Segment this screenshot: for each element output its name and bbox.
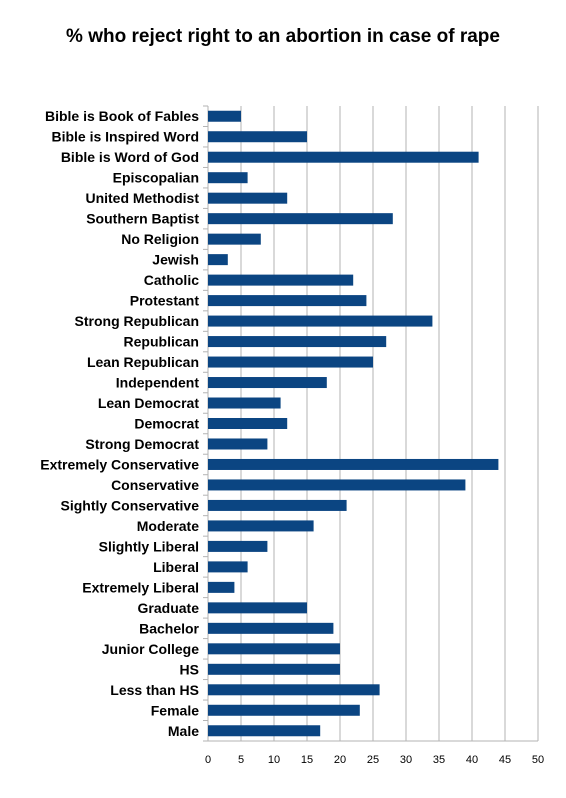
category-label-1: Bible is Inspired Word	[51, 129, 199, 145]
bar-5	[208, 213, 393, 225]
x-tick-label-3: 15	[301, 754, 313, 766]
bar-23	[208, 581, 235, 593]
bar-8	[208, 274, 354, 286]
x-tick-label-5: 25	[367, 754, 379, 766]
bar-6	[208, 233, 261, 245]
category-label-28: Less than HS	[110, 682, 199, 698]
category-label-18: Conservative	[111, 477, 199, 493]
category-label-24: Graduate	[138, 600, 200, 616]
category-label-8: Catholic	[144, 272, 199, 288]
category-label-29: Female	[151, 702, 199, 718]
category-label-21: Slightly Liberal	[99, 538, 199, 554]
bar-28	[208, 684, 380, 696]
category-label-2: Bible is Word of God	[61, 149, 199, 165]
x-tick-label-8: 40	[466, 754, 478, 766]
category-label-23: Extremely Liberal	[82, 579, 199, 595]
x-tick-label-2: 10	[268, 754, 280, 766]
category-label-15: Democrat	[134, 416, 199, 432]
category-label-4: United Methodist	[85, 190, 199, 206]
bar-10	[208, 315, 433, 327]
bar-14	[208, 397, 281, 409]
category-label-14: Lean Democrat	[98, 395, 199, 411]
category-label-22: Liberal	[153, 559, 199, 575]
category-label-5: Southern Baptist	[86, 211, 199, 227]
bar-12	[208, 356, 373, 368]
x-tick-label-7: 35	[433, 754, 445, 766]
bar-27	[208, 663, 340, 675]
bar-3	[208, 172, 248, 184]
bar-30	[208, 725, 321, 737]
bar-22	[208, 561, 248, 573]
bar-4	[208, 192, 288, 204]
bar-21	[208, 540, 268, 552]
bar-7	[208, 254, 228, 266]
category-label-10: Strong Republican	[75, 313, 199, 329]
x-tick-label-4: 20	[334, 754, 346, 766]
category-label-30: Male	[168, 723, 199, 739]
category-label-13: Independent	[116, 375, 200, 391]
category-label-25: Bachelor	[139, 620, 199, 636]
bar-2	[208, 151, 479, 163]
bar-24	[208, 602, 307, 614]
category-label-6: No Religion	[121, 231, 199, 247]
bar-16	[208, 438, 268, 450]
bar-15	[208, 418, 288, 429]
category-label-26: Junior College	[102, 641, 199, 657]
category-label-16: Strong Democrat	[85, 436, 199, 452]
x-tick-label-0: 0	[205, 754, 211, 766]
bar-29	[208, 704, 360, 716]
bar-20	[208, 520, 314, 532]
category-label-9: Protestant	[130, 293, 200, 309]
x-tick-label-6: 30	[400, 754, 412, 766]
category-label-27: HS	[180, 661, 199, 677]
category-label-17: Extremely Conservative	[40, 456, 199, 472]
bar-0	[208, 110, 241, 122]
bar-17	[208, 458, 499, 470]
x-tick-label-10: 50	[532, 754, 544, 766]
category-label-12: Lean Republican	[87, 354, 199, 370]
bar-25	[208, 622, 334, 634]
category-label-0: Bible is Book of Fables	[45, 108, 199, 124]
bar-26	[208, 643, 340, 655]
bar-19	[208, 499, 347, 511]
bar-9	[208, 295, 367, 307]
category-label-19: Sightly Conservative	[61, 497, 200, 513]
x-tick-label-9: 45	[499, 754, 511, 766]
category-label-3: Episcopalian	[113, 170, 199, 186]
bar-13	[208, 377, 327, 389]
x-tick-label-1: 5	[238, 754, 244, 766]
category-label-20: Moderate	[137, 518, 199, 534]
category-label-11: Republican	[124, 334, 199, 350]
category-label-7: Jewish	[152, 252, 199, 268]
bar-1	[208, 131, 307, 143]
bar-11	[208, 336, 387, 348]
bar-18	[208, 479, 466, 491]
chart-title: % who reject right to an abortion in cas…	[66, 26, 500, 47]
